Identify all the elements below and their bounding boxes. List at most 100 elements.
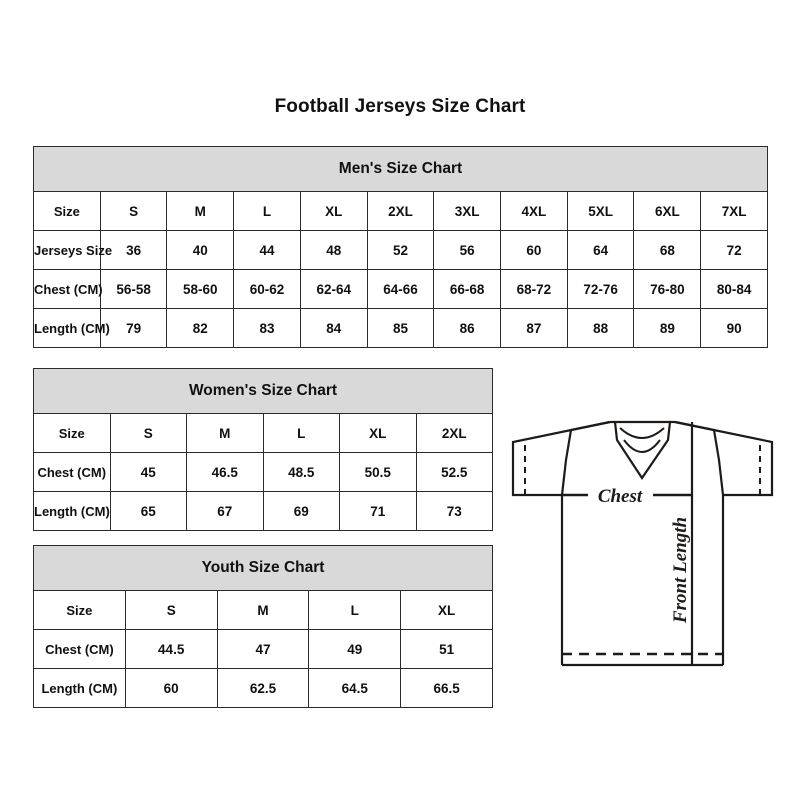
- cell-chest-m: 46.5: [186, 452, 264, 492]
- cell-length-m: 62.5: [216, 668, 310, 708]
- table-row: Chest (CM) 45 46.5 48.5 50.5 52.5: [33, 452, 493, 492]
- cell-length-s: 65: [109, 491, 187, 531]
- cell-length-4xl: 87: [500, 308, 568, 348]
- row-label-chest: Chest (CM): [33, 629, 126, 669]
- chest-measurement-label: Chest: [598, 486, 643, 507]
- row-label-size: Size: [33, 590, 126, 630]
- cell-chest-2xl: 64-66: [366, 269, 435, 309]
- vneck-stitch-line-2: [623, 439, 661, 453]
- table-row: Size S M L XL 2XL 3XL 4XL 5XL 6XL 7XL: [33, 191, 768, 231]
- cell-chest-l: 49: [308, 629, 402, 669]
- front-length-measurement-label: Front Length: [670, 517, 691, 624]
- cell-chest-xl: 51: [400, 629, 493, 669]
- table-row: Length (CM) 65 67 69 71 73: [33, 491, 493, 531]
- cell-length-s: 60: [124, 668, 218, 708]
- youth-size-chart-table: Youth Size Chart Size S M L XL Chest (CM…: [33, 545, 493, 708]
- cell-size-m: M: [186, 413, 264, 453]
- cell-jerseys-size-6xl: 68: [633, 230, 702, 270]
- cell-jerseys-size-s: 36: [99, 230, 168, 270]
- cell-size-3xl: 3XL: [433, 191, 502, 231]
- cell-jerseys-size-5xl: 64: [566, 230, 635, 270]
- cell-size-2xl: 2XL: [366, 191, 435, 231]
- cell-chest-l: 60-62: [233, 269, 301, 309]
- cell-jerseys-size-7xl: 72: [700, 230, 768, 270]
- row-label-chest: Chest (CM): [33, 452, 111, 492]
- row-label-size: Size: [33, 191, 101, 231]
- cell-chest-l: 48.5: [262, 452, 340, 492]
- cell-size-s: S: [99, 191, 168, 231]
- cell-size-m: M: [166, 191, 235, 231]
- row-label-length: Length (CM): [33, 491, 111, 531]
- row-label-length: Length (CM): [33, 668, 126, 708]
- womens-size-chart-table: Women's Size Chart Size S M L XL 2XL Che…: [33, 368, 493, 531]
- cell-size-5xl: 5XL: [566, 191, 635, 231]
- table-row: Length (CM) 60 62.5 64.5 66.5: [33, 668, 493, 708]
- cell-jerseys-size-xl: 48: [299, 230, 368, 270]
- left-sleeve-outline: [511, 420, 611, 497]
- table-section-header-row: Men's Size Chart: [33, 146, 768, 192]
- cell-size-s: S: [109, 413, 187, 453]
- cell-size-l: L: [262, 413, 340, 453]
- cell-jerseys-size-2xl: 52: [366, 230, 435, 270]
- womens-size-chart-heading: Women's Size Chart: [33, 368, 493, 414]
- cell-chest-2xl: 52.5: [415, 452, 493, 492]
- mens-size-chart-heading: Men's Size Chart: [33, 146, 768, 192]
- left-shoulder-seam: [560, 420, 611, 496]
- cell-chest-7xl: 80-84: [700, 269, 768, 309]
- mens-size-chart-table: Men's Size Chart Size S M L XL 2XL 3XL 4…: [33, 146, 768, 348]
- cell-size-s: S: [124, 590, 218, 630]
- cell-length-6xl: 89: [633, 308, 702, 348]
- cell-size-l: L: [233, 191, 301, 231]
- cell-length-2xl: 73: [415, 491, 493, 531]
- cell-size-m: M: [216, 590, 310, 630]
- cell-size-xl: XL: [299, 191, 368, 231]
- row-label-size: Size: [33, 413, 111, 453]
- cell-size-xl: XL: [339, 413, 417, 453]
- cell-length-xl: 71: [339, 491, 417, 531]
- cell-length-5xl: 88: [566, 308, 635, 348]
- table-row: Chest (CM) 56-58 58-60 60-62 62-64 64-66…: [33, 269, 768, 309]
- jersey-measurement-diagram: Chest Front Length: [500, 400, 785, 700]
- table-row: Length (CM) 79 82 83 84 85 86 87 88 89 9…: [33, 308, 768, 348]
- row-label-length: Length (CM): [33, 308, 110, 348]
- table-row: Jerseys Size 36 40 44 48 52 56 60 64 68 …: [33, 230, 768, 270]
- cell-chest-m: 47: [216, 629, 310, 669]
- cell-size-4xl: 4XL: [500, 191, 568, 231]
- right-shoulder-seam: [674, 420, 725, 496]
- cell-chest-s: 44.5: [124, 629, 218, 669]
- cell-length-l: 83: [233, 308, 301, 348]
- table-row: Chest (CM) 44.5 47 49 51: [33, 629, 493, 669]
- cell-chest-3xl: 66-68: [433, 269, 502, 309]
- youth-size-chart-heading: Youth Size Chart: [33, 545, 493, 591]
- cell-length-xl: 84: [299, 308, 368, 348]
- cell-length-3xl: 86: [433, 308, 502, 348]
- cell-chest-5xl: 72-76: [566, 269, 635, 309]
- cell-length-s: 79: [99, 308, 168, 348]
- vneck-stitch-line-1: [619, 427, 665, 439]
- cell-size-7xl: 7XL: [700, 191, 768, 231]
- cell-chest-s: 45: [109, 452, 187, 492]
- cell-length-l: 69: [262, 491, 340, 531]
- table-row: Size S M L XL 2XL: [33, 413, 493, 453]
- cell-length-m: 67: [186, 491, 264, 531]
- cell-length-2xl: 85: [366, 308, 435, 348]
- cell-chest-xl: 62-64: [299, 269, 368, 309]
- page-title: Football Jerseys Size Chart: [274, 96, 526, 117]
- cell-size-6xl: 6XL: [633, 191, 702, 231]
- cell-length-xl: 66.5: [400, 668, 493, 708]
- cell-jerseys-size-4xl: 60: [500, 230, 568, 270]
- table-row: Size S M L XL: [33, 590, 493, 630]
- cell-size-l: L: [308, 590, 402, 630]
- cell-chest-s: 56-58: [99, 269, 168, 309]
- cell-chest-xl: 50.5: [339, 452, 417, 492]
- cell-chest-4xl: 68-72: [500, 269, 568, 309]
- cell-length-m: 82: [166, 308, 235, 348]
- right-sleeve-outline: [674, 420, 774, 497]
- table-section-header-row: Youth Size Chart: [33, 545, 493, 591]
- cell-chest-m: 58-60: [166, 269, 235, 309]
- cell-jerseys-size-m: 40: [166, 230, 235, 270]
- cell-size-2xl: 2XL: [415, 413, 493, 453]
- row-label-chest: Chest (CM): [33, 269, 103, 309]
- table-section-header-row: Women's Size Chart: [33, 368, 493, 414]
